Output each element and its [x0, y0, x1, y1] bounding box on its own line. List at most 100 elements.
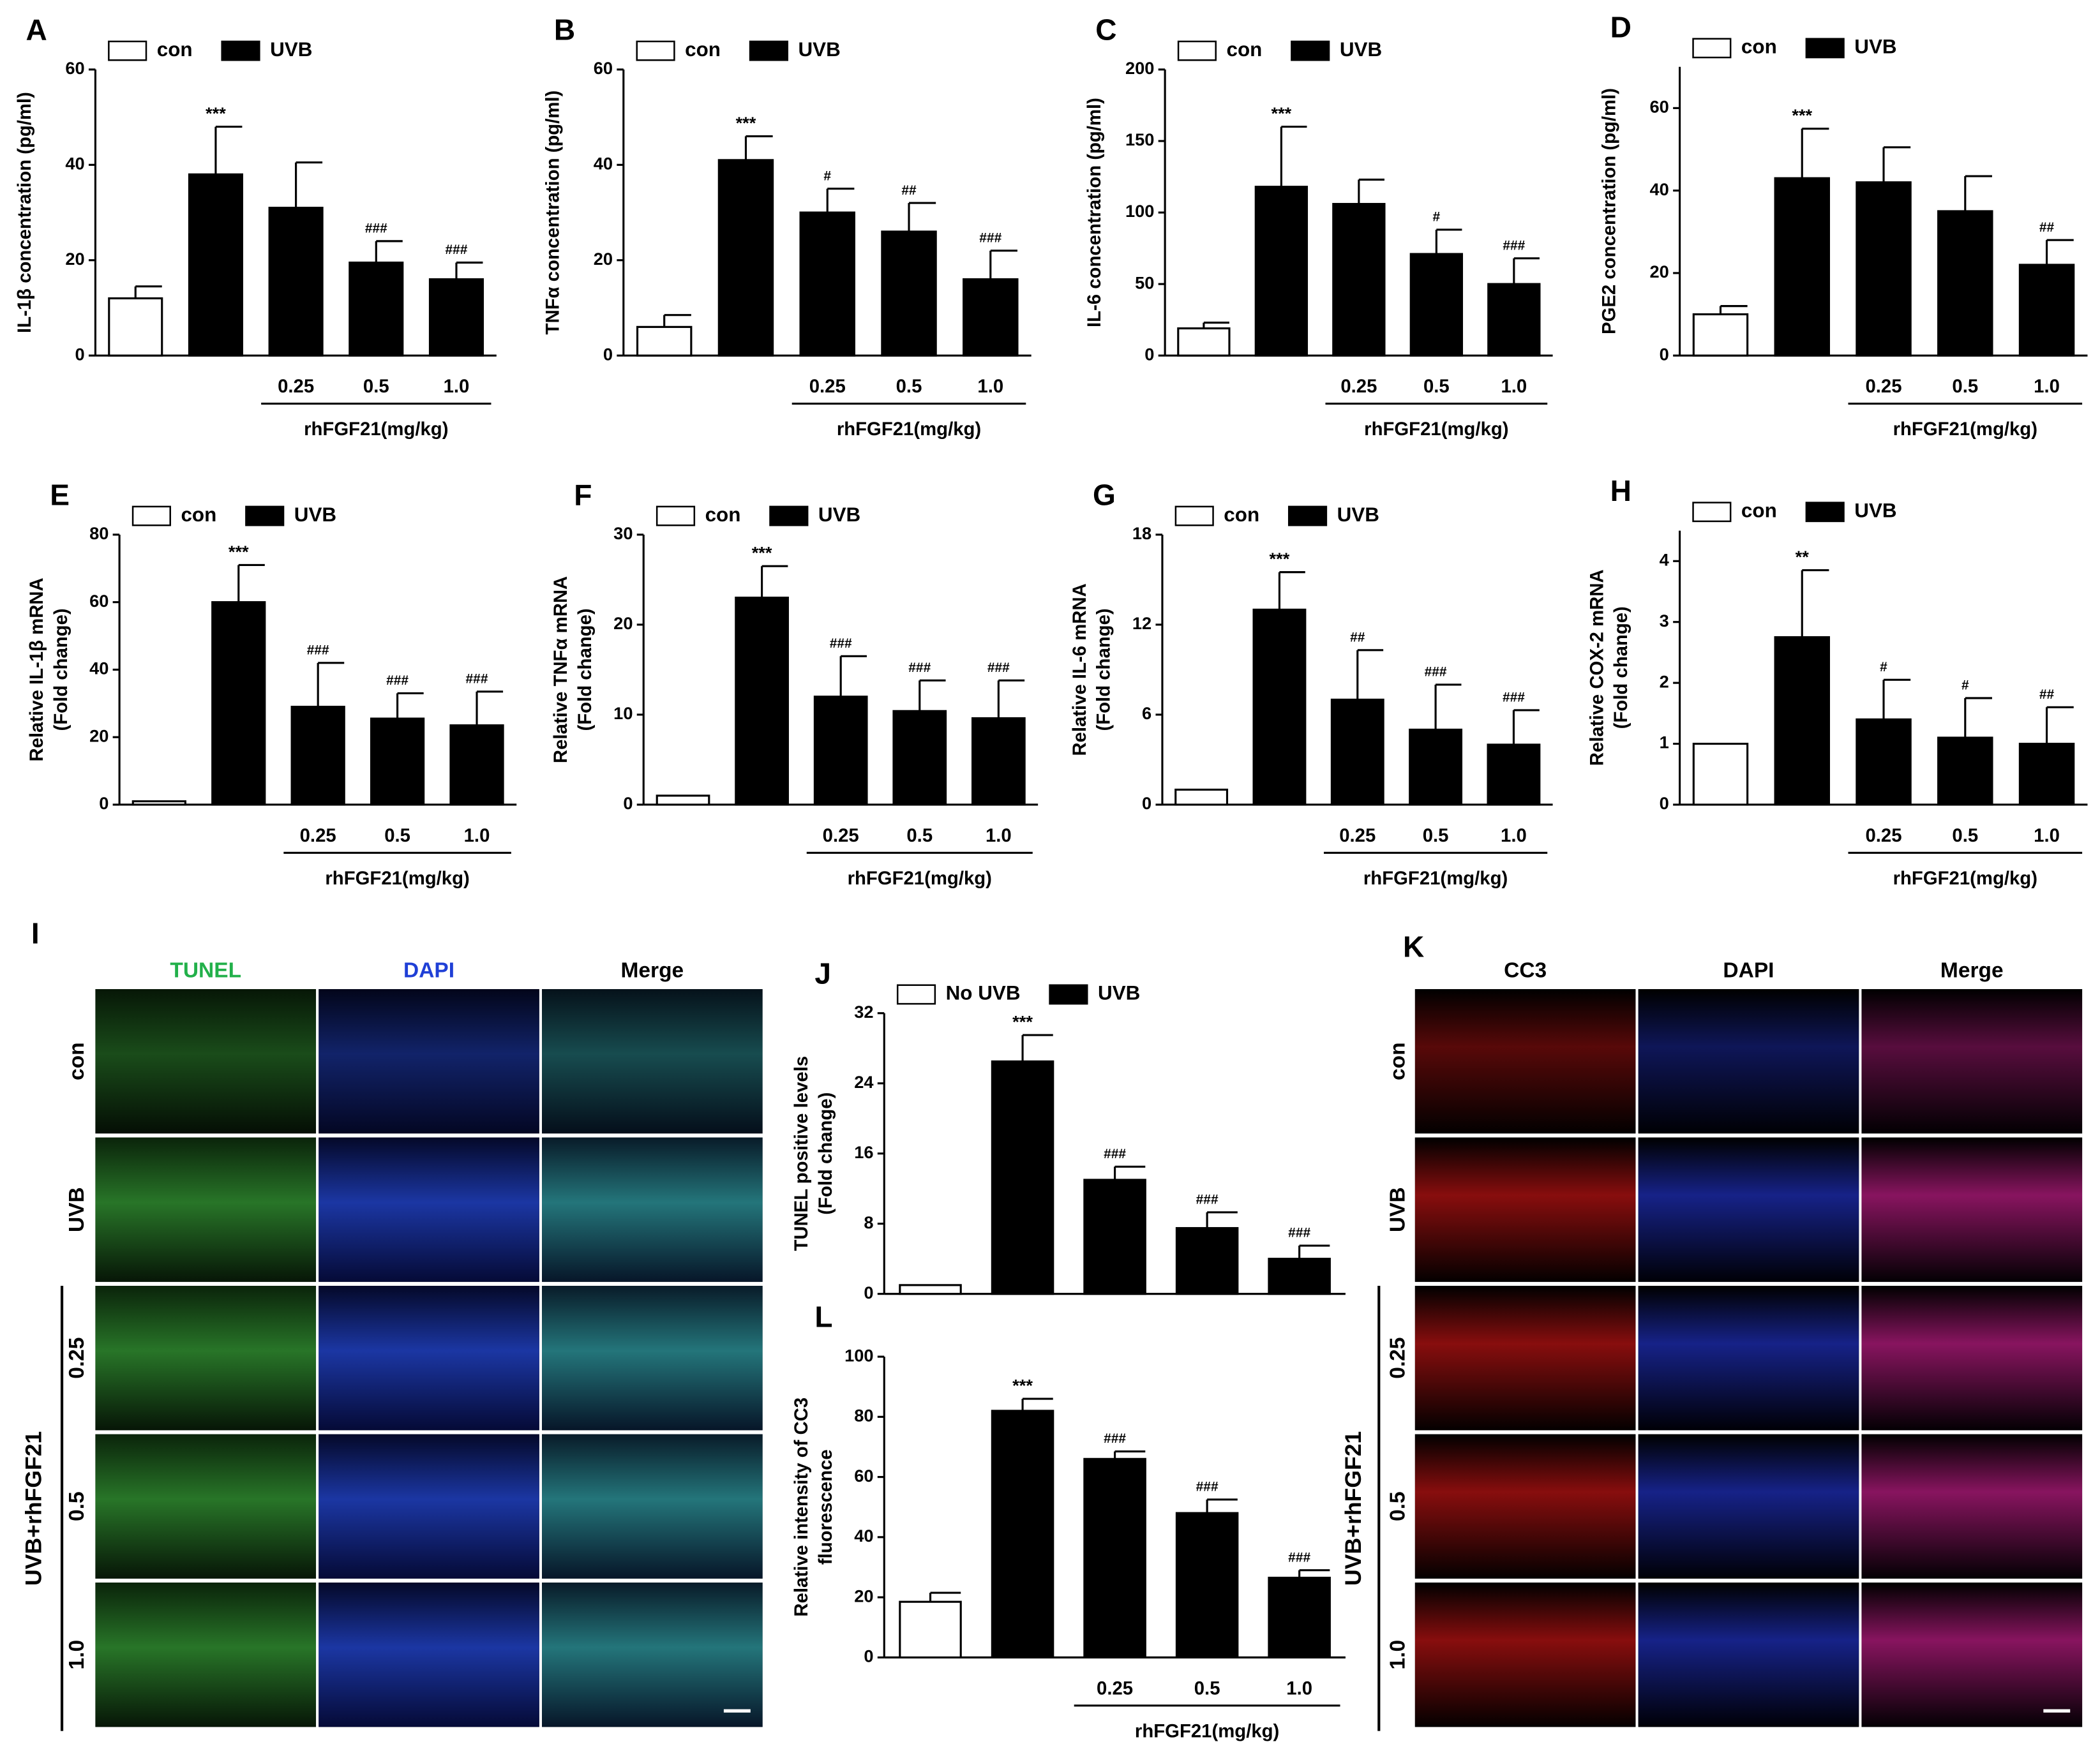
x-tick-label: 0.5: [1194, 1678, 1220, 1699]
significance-label: ***: [1270, 549, 1290, 569]
legend-swatch: [1049, 984, 1088, 1005]
x-tick-label: 0.25: [809, 376, 846, 397]
significance-label: ***: [1271, 103, 1291, 123]
error-bar: [1356, 649, 1384, 700]
column-header: Merge: [1940, 959, 2004, 983]
row-label: UVB: [65, 1187, 89, 1232]
bar: [899, 1600, 962, 1658]
error-bar: [317, 662, 345, 707]
legend-swatch: [221, 40, 260, 61]
bar: [963, 278, 1019, 357]
micrograph-stain: [1638, 1137, 1859, 1282]
significance-label: ###: [446, 242, 468, 257]
bar: [211, 601, 266, 806]
group-label: UVB+rhFGF21: [21, 1431, 47, 1586]
x-tick-label: 0.25: [278, 376, 314, 397]
y-tick-label: 2: [1660, 671, 1669, 691]
x-tick-label: 0.25: [1097, 1678, 1133, 1699]
bar: [2018, 742, 2075, 806]
micrograph-stain: [95, 1434, 317, 1579]
error-bar: [929, 1591, 961, 1602]
significance-label: ###: [908, 660, 931, 675]
bar: [1692, 313, 1749, 357]
legend-swatch: [749, 40, 788, 61]
error-bar: [1882, 678, 1911, 720]
bar: [1252, 608, 1307, 806]
x-tick-label: 0.25: [1865, 376, 1901, 397]
y-axis-label: (Fold change): [815, 1092, 836, 1215]
legend-swatch: [656, 505, 696, 526]
y-tick-label: 40: [594, 154, 613, 174]
row-label: con: [1386, 1042, 1410, 1080]
row-label: UVB: [1386, 1187, 1410, 1232]
error-bar: [1801, 569, 1829, 637]
error-bar: [1206, 1211, 1238, 1228]
y-tick-label: 0: [623, 793, 633, 813]
panel-letter: K: [1403, 930, 1424, 963]
error-bar: [1280, 126, 1307, 187]
x-tick-label: 0.5: [1952, 825, 1978, 846]
micrograph-stain: [1861, 1286, 2083, 1431]
error-bar: [455, 261, 483, 279]
bar: [1856, 718, 1912, 806]
x-tick-label: 1.0: [2034, 376, 2060, 397]
bar: [1330, 698, 1384, 806]
y-axis-label: Relative IL-6 mRNA: [1069, 583, 1090, 756]
error-bar: [839, 655, 867, 697]
bar: [881, 230, 937, 357]
y-tick-label: 20: [594, 249, 613, 269]
y-axis-label: IL-1β concentration (pg/ml): [14, 92, 35, 333]
y-tick-label: 18: [1132, 523, 1151, 543]
micrograph-stain: [1414, 1286, 1636, 1431]
error-bar: [1964, 697, 1992, 738]
y-tick-label: 40: [1650, 179, 1669, 199]
x-tick-label: 1.0: [1286, 1678, 1312, 1699]
micrograph-stain: [1638, 1434, 1859, 1579]
micrograph-stain: [319, 1137, 539, 1282]
micrograph-stain: [95, 1583, 317, 1727]
significance-label: #: [1961, 678, 1969, 693]
x-axis-label: rhFGF21(mg/kg): [1893, 419, 2037, 440]
y-tick-label: 40: [89, 659, 109, 678]
bar: [1174, 788, 1229, 806]
column-header: Merge: [621, 959, 684, 983]
bar: [1937, 736, 1993, 806]
x-tick-label: 0.5: [1423, 825, 1449, 846]
legend-label: con: [705, 503, 741, 526]
micrograph-stain: [1414, 1137, 1636, 1282]
legend-swatch: [769, 505, 809, 526]
bar: [1487, 283, 1541, 357]
error-bar: [1434, 683, 1462, 730]
legend-label: UVB: [270, 38, 312, 61]
error-bar: [1021, 1034, 1053, 1062]
panel-letter: J: [814, 957, 831, 990]
y-tick-label: 0: [1660, 793, 1669, 813]
error-bar: [1278, 571, 1305, 610]
micrograph-stain: [319, 989, 539, 1134]
panel-letter: D: [1610, 10, 1631, 43]
legend-label: UVB: [818, 503, 860, 526]
error-bar: [476, 690, 504, 726]
y-axis-label: TNFα concentration (pg/ml): [543, 91, 564, 335]
legend-label: con: [1741, 500, 1777, 522]
micrograph-stain: [1414, 989, 1636, 1134]
significance-label: ###: [466, 671, 488, 686]
micrograph-stain: [95, 1137, 317, 1282]
x-axis-label: rhFGF21(mg/kg): [1893, 868, 2037, 889]
bar: [1177, 327, 1231, 357]
panel-letter: I: [31, 916, 40, 950]
error-bar: [1513, 257, 1540, 285]
y-tick-label: 0: [99, 793, 109, 813]
group-label: UVB+rhFGF21: [1340, 1431, 1366, 1586]
micrograph-stain: [319, 1434, 539, 1579]
bar: [991, 1410, 1054, 1658]
error-bar: [908, 202, 936, 232]
legend-swatch: [1291, 40, 1330, 61]
panel-letter: H: [1610, 474, 1631, 507]
y-tick-label: 60: [89, 591, 109, 611]
x-tick-label: 0.5: [384, 825, 410, 846]
error-bar: [1512, 709, 1540, 745]
y-tick-label: 1: [1660, 733, 1669, 752]
y-axis-label: IL-6 concentration (pg/ml): [1084, 98, 1105, 327]
error-bar: [1358, 178, 1384, 204]
